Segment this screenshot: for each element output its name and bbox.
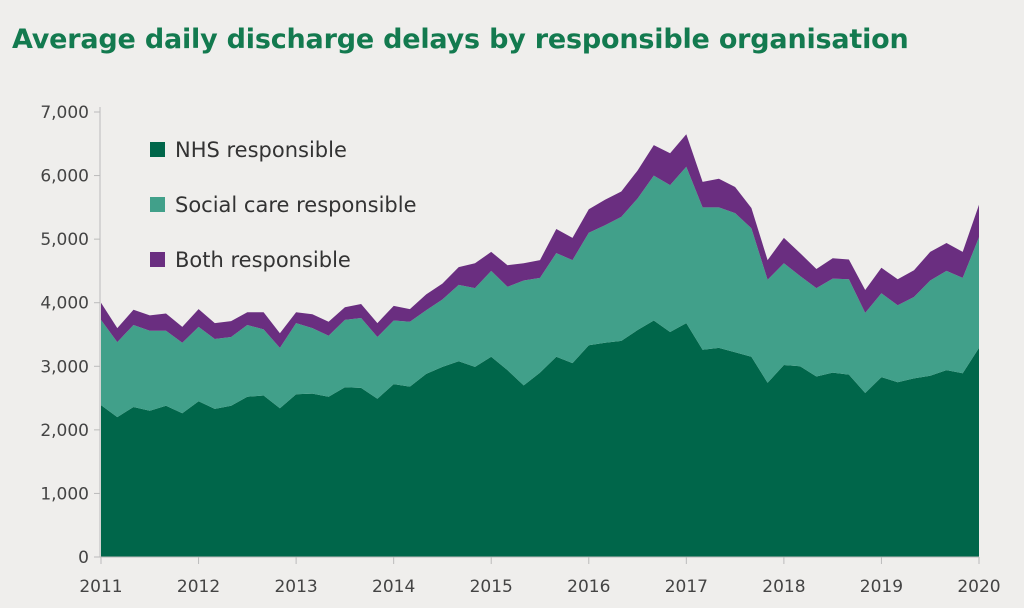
x-tick-label: 2018 [762,577,805,597]
y-tick-label: 2,000 [40,421,89,441]
y-tick-label: 5,000 [40,230,89,250]
legend-item-social-care: Social care responsible [150,177,417,232]
y-tick-label: 3,000 [40,357,89,377]
y-tick-label: 4,000 [40,294,89,314]
axes: 0 1,000 2,000 3,000 4,000 5,000 6,000 7,000 2011… [40,103,1000,597]
legend-swatch-social-care [150,197,165,212]
x-tick-label: 2019 [860,577,903,597]
x-tick-label: 2013 [274,577,317,597]
legend: NHS responsible Social care responsible … [150,122,417,287]
area-nhs-responsible [101,320,979,557]
x-tick-label: 2014 [372,577,415,597]
legend-item-nhs: NHS responsible [150,122,417,177]
legend-label-nhs: NHS responsible [175,137,347,162]
x-tick-label: 2020 [957,577,1000,597]
x-tick-label: 2017 [665,577,708,597]
legend-label-social-care: Social care responsible [175,192,417,217]
area-layers [101,134,979,557]
area-social-care-responsible [101,166,979,418]
x-tick-label: 2015 [470,577,513,597]
y-tick-label: 6,000 [40,167,89,187]
x-tick-label: 2011 [79,577,122,597]
x-tick-label: 2016 [567,577,610,597]
legend-label-both: Both responsible [175,247,351,272]
legend-swatch-nhs [150,142,165,157]
y-tick-label: 7,000 [40,103,89,123]
legend-item-both: Both responsible [150,232,417,287]
legend-swatch-both [150,252,165,267]
x-tick-label: 2012 [177,577,220,597]
y-tick-label: 1,000 [40,484,89,504]
chart-title: Average daily discharge delays by respon… [12,24,909,55]
area-both-responsible [101,134,979,348]
y-tick-label: 0 [78,548,89,568]
